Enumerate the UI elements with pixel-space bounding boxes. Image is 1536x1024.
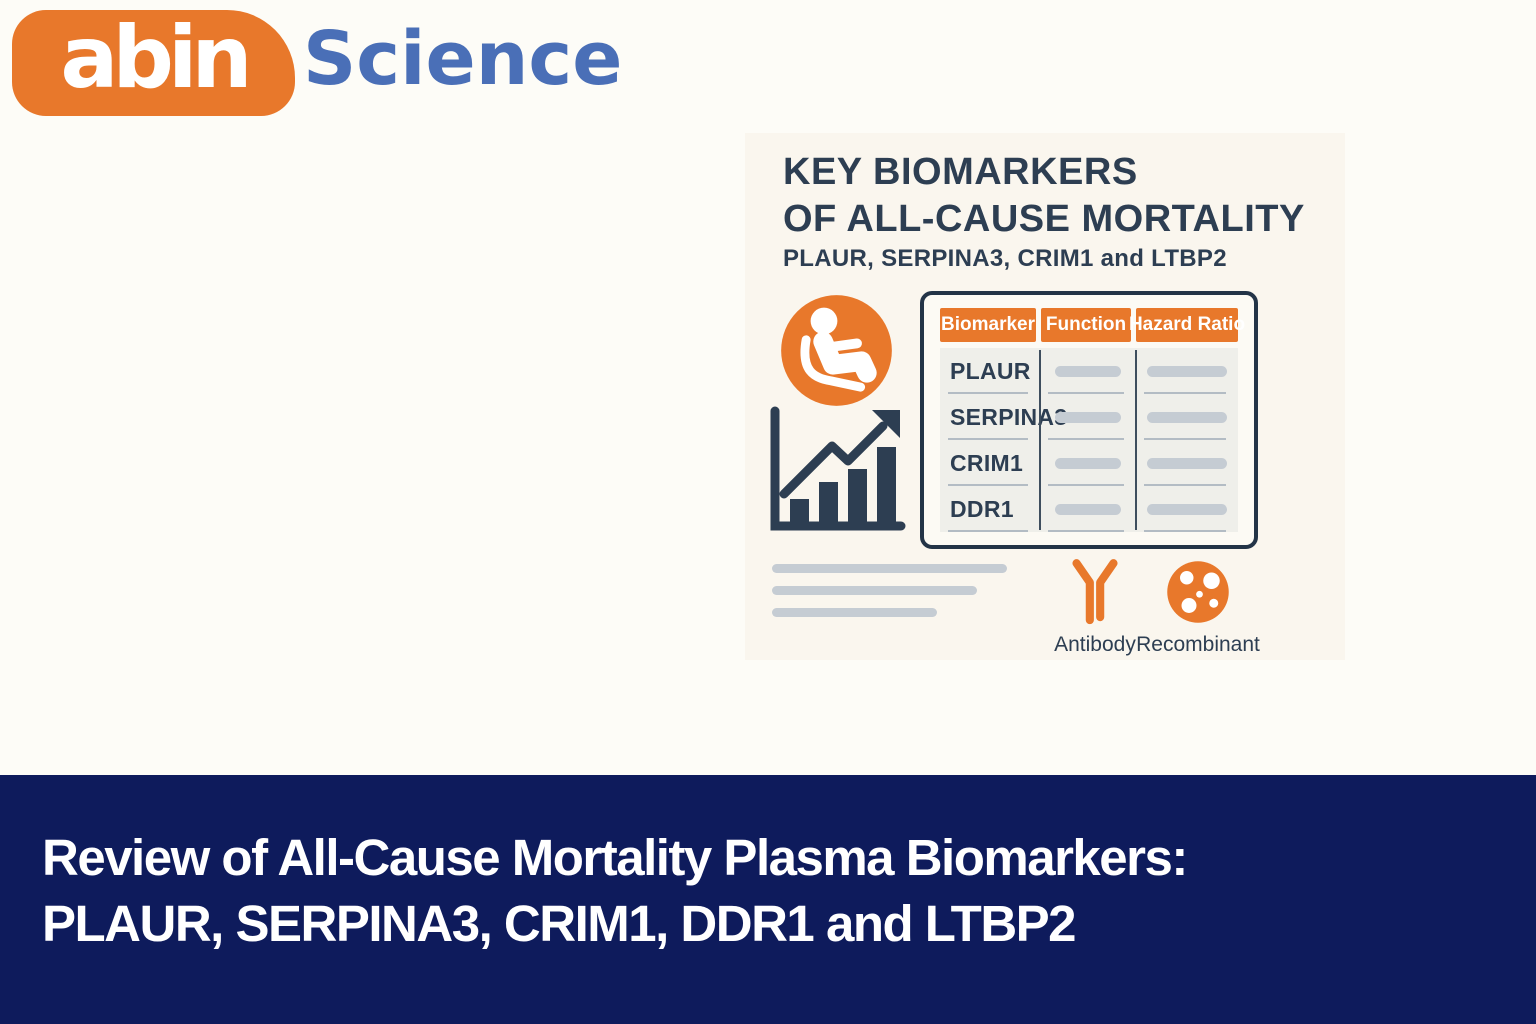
antibody-label: Antibody xyxy=(1054,633,1136,656)
person-icon xyxy=(781,295,892,406)
footer-banner: Review of All-Cause Mortality Plasma Bio… xyxy=(0,775,1536,1024)
table-header-row: Biomarker Function Hazard Ratio xyxy=(940,308,1245,342)
placeholder-text-line xyxy=(772,564,1007,573)
legend-antibody: Antibody xyxy=(1045,557,1145,657)
antibody-icon xyxy=(1072,559,1118,625)
legend-recombinant: Recombinant xyxy=(1136,557,1260,657)
table-cell-function-placeholder xyxy=(1040,486,1136,532)
infographic-subtitle: PLAUR, SERPINA3, CRIM1 and LTBP2 xyxy=(783,245,1227,272)
recombinant-label: Recombinant xyxy=(1136,633,1260,656)
biomarker-table-card: Biomarker Function Hazard Ratio PLAUR SE… xyxy=(920,291,1258,549)
table-row-biomarker: CRIM1 xyxy=(940,440,1040,486)
table-header-biomarker: Biomarker xyxy=(940,308,1036,342)
table-cell-function-placeholder xyxy=(1040,348,1136,394)
footer-title-line1: Review of All-Cause Mortality Plasma Bio… xyxy=(42,829,1188,886)
logo-orange-box: abin xyxy=(12,10,295,116)
table-row-biomarker: SERPINA3 xyxy=(940,394,1067,440)
placeholder-text-line xyxy=(772,608,937,617)
table-cell-hazard-placeholder xyxy=(1136,440,1238,486)
table-cell-hazard-placeholder xyxy=(1136,394,1238,440)
infographic-title-line2: OF ALL-CAUSE MORTALITY xyxy=(783,198,1305,240)
table-row-biomarker: PLAUR xyxy=(940,348,1040,394)
table-header-function: Function xyxy=(1041,308,1131,342)
table-header-hazard-ratio: Hazard Ratio xyxy=(1129,308,1245,342)
logo-suffix-text: Science xyxy=(303,16,623,102)
table-cell-hazard-placeholder xyxy=(1136,486,1238,532)
table-body: PLAUR SERPINA3 CRIM1 DDR1 xyxy=(940,348,1238,532)
table-column-divider xyxy=(1135,350,1137,530)
recombinant-icon xyxy=(1167,561,1229,623)
table-row-biomarker: DDR1 xyxy=(940,486,1040,532)
table-cell-hazard-placeholder xyxy=(1136,348,1238,394)
brand-logo: abin Science xyxy=(12,10,622,116)
trend-chart-icon xyxy=(770,406,906,531)
infographic-title-line1: KEY BIOMARKERS xyxy=(783,151,1138,193)
table-cell-function-placeholder xyxy=(1040,394,1136,440)
placeholder-text-line xyxy=(772,586,977,595)
logo-brand-text: abin xyxy=(60,8,252,108)
infographic-panel: KEY BIOMARKERS OF ALL-CAUSE MORTALITY PL… xyxy=(745,133,1345,660)
footer-title-line2: PLAUR, SERPINA3, CRIM1, DDR1 and LTBP2 xyxy=(42,895,1077,952)
table-cell-function-placeholder xyxy=(1040,440,1136,486)
infographic-title: KEY BIOMARKERS OF ALL-CAUSE MORTALITY xyxy=(783,149,1305,243)
table-column-divider xyxy=(1039,350,1041,530)
